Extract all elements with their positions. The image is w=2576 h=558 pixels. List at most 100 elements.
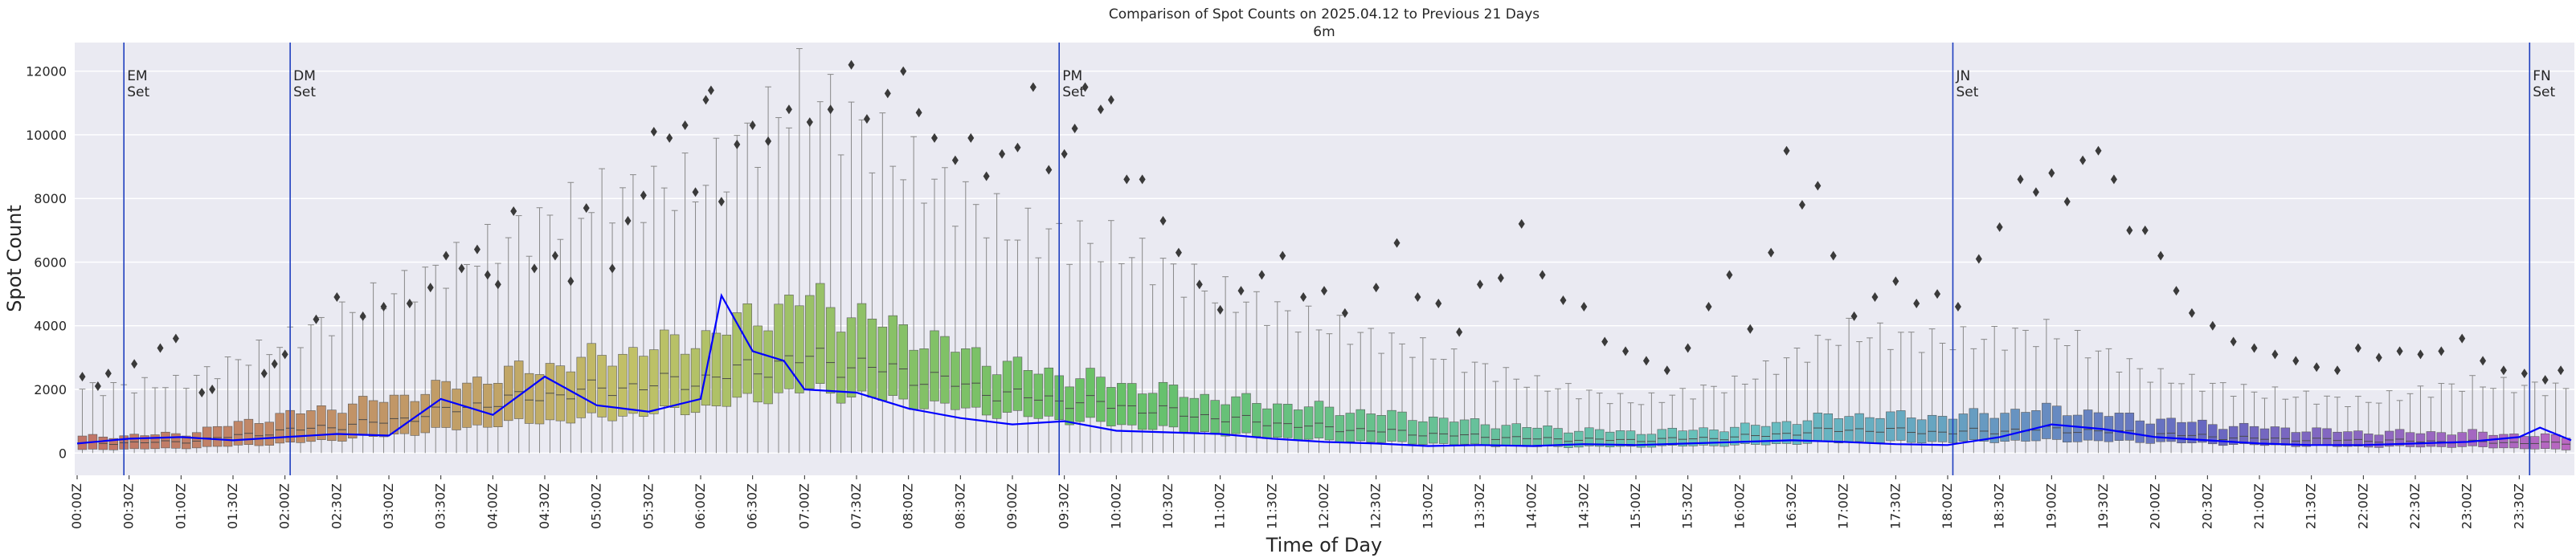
x-tick-label: 07:00Z: [796, 483, 812, 529]
outlier-point: [692, 187, 699, 198]
box: [857, 303, 867, 392]
box: [961, 348, 971, 409]
box: [2021, 412, 2030, 442]
outlier-point: [2110, 174, 2117, 185]
box: [420, 393, 430, 434]
box: [2488, 434, 2498, 449]
box: [2291, 432, 2300, 447]
box: [504, 365, 513, 422]
x-tick-label: 18:30Z: [1992, 483, 2007, 529]
box: [337, 413, 347, 442]
box: [1470, 418, 1480, 445]
box: [660, 329, 669, 407]
outlier-point: [915, 108, 922, 118]
x-tick-label: 03:00Z: [381, 483, 396, 529]
box: [1376, 415, 1386, 443]
outlier-point: [1663, 365, 1670, 376]
box: [1792, 424, 1802, 445]
box: [753, 325, 763, 403]
box: [1127, 383, 1137, 426]
outlier-point: [999, 149, 1006, 159]
box: [877, 326, 888, 401]
box: [1023, 370, 1033, 417]
box: [2384, 430, 2394, 447]
box: [618, 353, 628, 417]
box: [2208, 424, 2218, 445]
box: [1200, 393, 1209, 432]
outlier-point: [2209, 320, 2216, 331]
outlier-point: [359, 311, 366, 321]
box: [493, 383, 503, 428]
box: [2135, 420, 2145, 443]
outlier-point: [1393, 238, 1400, 248]
box: [940, 336, 950, 404]
outlier-point: [443, 250, 450, 261]
box: [763, 330, 773, 405]
outlier-point: [1830, 250, 1837, 261]
box: [2124, 413, 2135, 441]
box: [1865, 417, 1875, 443]
box: [1210, 400, 1220, 435]
outlier-point: [380, 301, 387, 312]
box: [1314, 401, 1324, 438]
x-tick-label: 06:00Z: [693, 483, 708, 529]
x-tick-label: 11:30Z: [1264, 483, 1279, 529]
box: [389, 394, 399, 434]
y-tick-label: 8000: [34, 191, 67, 206]
outlier-point: [2480, 356, 2487, 366]
box: [1584, 427, 1594, 446]
box: [2259, 428, 2270, 446]
box: [836, 332, 846, 404]
outlier-point: [2095, 145, 2102, 156]
box: [1096, 377, 1106, 422]
outlier-point: [983, 171, 990, 181]
box: [992, 374, 1002, 419]
box: [2177, 422, 2186, 444]
outlier-point: [1196, 279, 1203, 290]
outlier-point: [951, 155, 959, 165]
outlier-point: [1497, 273, 1504, 283]
box: [2072, 414, 2083, 442]
box: [1241, 393, 1251, 434]
box: [129, 434, 139, 450]
box: [1117, 383, 1126, 426]
y-tick-label: 10000: [26, 128, 67, 143]
box: [732, 312, 742, 398]
box: [909, 349, 918, 410]
box: [597, 355, 607, 417]
box: [161, 431, 170, 449]
x-tick-label: 09:00Z: [1004, 483, 1020, 529]
outlier-point: [2396, 346, 2403, 356]
x-tick-label: 21:30Z: [2304, 483, 2319, 529]
box: [2530, 436, 2540, 450]
outlier-point: [785, 104, 792, 115]
box: [951, 352, 960, 410]
outlier-point: [1071, 124, 1078, 134]
box: [981, 365, 992, 416]
x-tick-label: 05:00Z: [589, 483, 604, 529]
box: [513, 360, 524, 419]
box: [483, 384, 493, 428]
box: [524, 373, 534, 424]
box: [1459, 419, 1470, 445]
outlier-point: [1975, 254, 1982, 264]
outlier-point: [718, 197, 725, 207]
box: [192, 432, 202, 449]
outlier-point: [281, 349, 288, 360]
outlier-point: [1518, 218, 1525, 229]
outlier-point: [1684, 343, 1691, 353]
box: [628, 347, 638, 414]
outlier-point: [1139, 174, 1146, 185]
x-tick-label: 15:00Z: [1628, 483, 1643, 529]
box: [1501, 425, 1511, 446]
box: [1480, 424, 1490, 446]
outlier-point: [1258, 270, 1266, 280]
box: [2166, 417, 2176, 442]
box: [2405, 432, 2415, 447]
outlier-point: [1642, 356, 1650, 366]
x-tick-label: 12:00Z: [1316, 483, 1331, 529]
box: [1688, 430, 1698, 446]
box: [441, 381, 451, 428]
box: [1751, 425, 1760, 445]
outlier-point: [967, 132, 975, 143]
